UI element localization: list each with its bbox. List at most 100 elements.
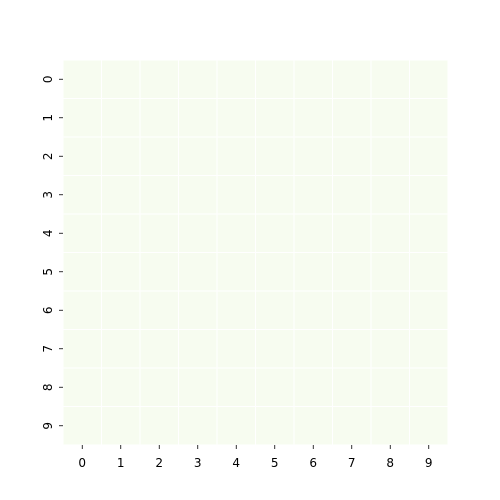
heatmap-cell (139, 290, 179, 330)
heatmap-cell (255, 252, 295, 292)
x-tick-label: 3 (194, 456, 202, 470)
heatmap-cell (178, 59, 218, 99)
heatmap-cell (409, 59, 449, 99)
heatmap-cell (255, 329, 295, 369)
heatmap-cell (332, 98, 372, 138)
heatmap-cell (101, 329, 141, 369)
heatmap-cell (139, 406, 179, 446)
heatmap-cell (332, 59, 372, 99)
heatmap-cell (370, 367, 410, 407)
heatmap-cell (332, 406, 372, 446)
heatmap-cells (62, 59, 449, 446)
heatmap-cell (62, 329, 102, 369)
x-tick-label: 0 (78, 456, 86, 470)
heatmap-cell (255, 290, 295, 330)
heatmap-cell (255, 98, 295, 138)
x-tick-label: 7 (348, 456, 356, 470)
heatmap-cell (139, 175, 179, 215)
heatmap-cell (216, 59, 256, 99)
y-tick-label: 2 (41, 152, 55, 160)
heatmap-cell (370, 406, 410, 446)
heatmap-cell (293, 290, 333, 330)
heatmap-cell (139, 329, 179, 369)
heatmap-cell (293, 175, 333, 215)
heatmap-cell (178, 98, 218, 138)
heatmap-cell (293, 252, 333, 292)
heatmap-cell (62, 252, 102, 292)
heatmap-cell (255, 59, 295, 99)
heatmap-cell (178, 213, 218, 253)
heatmap-cell (293, 406, 333, 446)
heatmap-cell (293, 329, 333, 369)
heatmap-cell (332, 252, 372, 292)
heatmap-cell (62, 98, 102, 138)
heatmap-cell (332, 213, 372, 253)
y-tick-label: 3 (41, 191, 55, 199)
heatmap-cell (409, 136, 449, 176)
y-tick-label: 0 (41, 75, 55, 83)
heatmap-cell (62, 59, 102, 99)
heatmap-cell (370, 252, 410, 292)
heatmap-cell (178, 252, 218, 292)
y-tick-label: 4 (41, 229, 55, 237)
heatmap-cell (409, 406, 449, 446)
heatmap-cell (62, 136, 102, 176)
heatmap-cell (255, 406, 295, 446)
heatmap-cell (62, 367, 102, 407)
heatmap-cell (370, 175, 410, 215)
y-tick-label: 8 (41, 383, 55, 391)
x-tick-label: 4 (232, 456, 240, 470)
heatmap-cell (139, 213, 179, 253)
heatmap-cell (101, 213, 141, 253)
y-tick-label: 1 (41, 114, 55, 122)
x-tick-label: 8 (386, 456, 394, 470)
heatmap-cell (139, 367, 179, 407)
heatmap-cell (62, 175, 102, 215)
x-tick-label: 6 (309, 456, 317, 470)
heatmap-cell (62, 290, 102, 330)
heatmap-cell (293, 59, 333, 99)
x-tick-label: 5 (271, 456, 279, 470)
heatmap-cell (409, 252, 449, 292)
heatmap-cell (216, 213, 256, 253)
y-tick-label: 5 (41, 268, 55, 276)
heatmap-cell (216, 98, 256, 138)
heatmap-cell (216, 290, 256, 330)
heatmap-cell (178, 136, 218, 176)
heatmap-cell (370, 329, 410, 369)
heatmap-cell (332, 329, 372, 369)
heatmap-cell (139, 136, 179, 176)
heatmap-cell (101, 59, 141, 99)
x-tick-label: 2 (155, 456, 163, 470)
heatmap-cell (293, 98, 333, 138)
x-tick-label: 1 (117, 456, 125, 470)
heatmap-cell (255, 136, 295, 176)
heatmap-cell (216, 175, 256, 215)
heatmap-cell (139, 59, 179, 99)
x-tick-label: 9 (425, 456, 433, 470)
heatmap-cell (293, 213, 333, 253)
heatmap-cell (216, 329, 256, 369)
y-axis: 0 1 2 3 4 5 6 7 8 9 (41, 75, 63, 430)
heatmap-cell (101, 175, 141, 215)
heatmap-cell (255, 367, 295, 407)
heatmap-cell (293, 367, 333, 407)
heatmap-cell (216, 252, 256, 292)
heatmap-cell (370, 290, 410, 330)
heatmap-cell (370, 98, 410, 138)
heatmap-cell (216, 367, 256, 407)
heatmap-cell (101, 136, 141, 176)
heatmap-cell (178, 406, 218, 446)
heatmap-cell (332, 367, 372, 407)
heatmap-cell (62, 213, 102, 253)
heatmap-cell (409, 175, 449, 215)
heatmap-cell (409, 329, 449, 369)
heatmap-cell (409, 367, 449, 407)
heatmap-cell (101, 290, 141, 330)
y-tick-label: 9 (41, 422, 55, 430)
x-axis: 0 1 2 3 4 5 6 7 8 9 (78, 445, 433, 470)
heatmap-cell (370, 136, 410, 176)
heatmap-cell (139, 98, 179, 138)
heatmap-cell (178, 175, 218, 215)
